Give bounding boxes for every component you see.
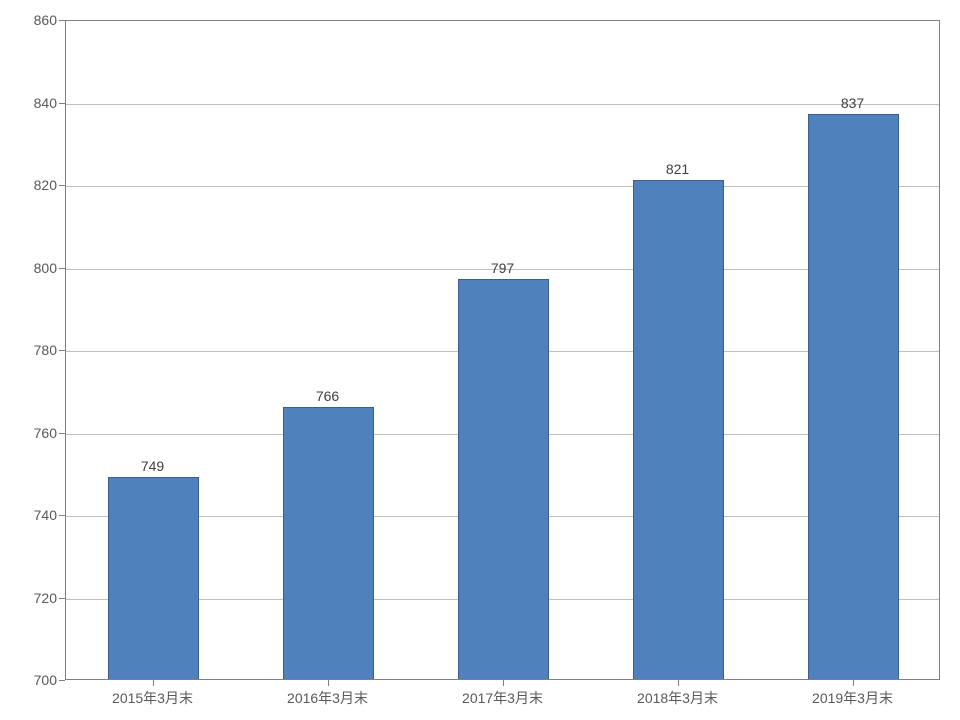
x-tick-mark bbox=[853, 680, 854, 686]
y-tick-label: 700 bbox=[34, 672, 57, 688]
bar-chart: 700 720 740 760 780 800 820 840 860 749 2015年3月末 76… bbox=[0, 0, 960, 720]
y-tick-mark bbox=[59, 350, 65, 351]
y-tick-label: 800 bbox=[34, 260, 57, 276]
x-tick-mark bbox=[678, 680, 679, 686]
y-tick-mark bbox=[59, 598, 65, 599]
x-tick-label: 2016年3月末 bbox=[287, 688, 368, 708]
y-tick-mark bbox=[59, 515, 65, 516]
y-tick-mark bbox=[59, 680, 65, 681]
gridline bbox=[66, 104, 939, 105]
y-tick-label: 760 bbox=[34, 425, 57, 441]
x-tick-mark bbox=[153, 680, 154, 686]
y-tick-label: 740 bbox=[34, 507, 57, 523]
y-tick-label: 720 bbox=[34, 590, 57, 606]
y-tick-label: 840 bbox=[34, 95, 57, 111]
x-tick-label: 2018年3月末 bbox=[637, 688, 718, 708]
bar-value-label: 837 bbox=[841, 95, 864, 111]
bar-value-label: 766 bbox=[316, 388, 339, 404]
y-tick-mark bbox=[59, 20, 65, 21]
x-tick-mark bbox=[503, 680, 504, 686]
y-tick-label: 820 bbox=[34, 177, 57, 193]
bar bbox=[108, 477, 199, 679]
y-tick-mark bbox=[59, 268, 65, 269]
bar bbox=[808, 114, 899, 679]
bar-value-label: 797 bbox=[491, 260, 514, 276]
bar bbox=[283, 407, 374, 679]
y-tick-label: 860 bbox=[34, 12, 57, 28]
y-tick-mark bbox=[59, 103, 65, 104]
y-tick-mark bbox=[59, 185, 65, 186]
bar-value-label: 749 bbox=[141, 458, 164, 474]
y-tick-mark bbox=[59, 433, 65, 434]
x-tick-label: 2019年3月末 bbox=[812, 688, 893, 708]
x-tick-mark bbox=[328, 680, 329, 686]
x-tick-label: 2015年3月末 bbox=[112, 688, 193, 708]
x-tick-label: 2017年3月末 bbox=[462, 688, 543, 708]
bar-value-label: 821 bbox=[666, 161, 689, 177]
y-tick-label: 780 bbox=[34, 342, 57, 358]
plot-area bbox=[65, 20, 940, 680]
bar bbox=[633, 180, 724, 679]
bar bbox=[458, 279, 549, 679]
